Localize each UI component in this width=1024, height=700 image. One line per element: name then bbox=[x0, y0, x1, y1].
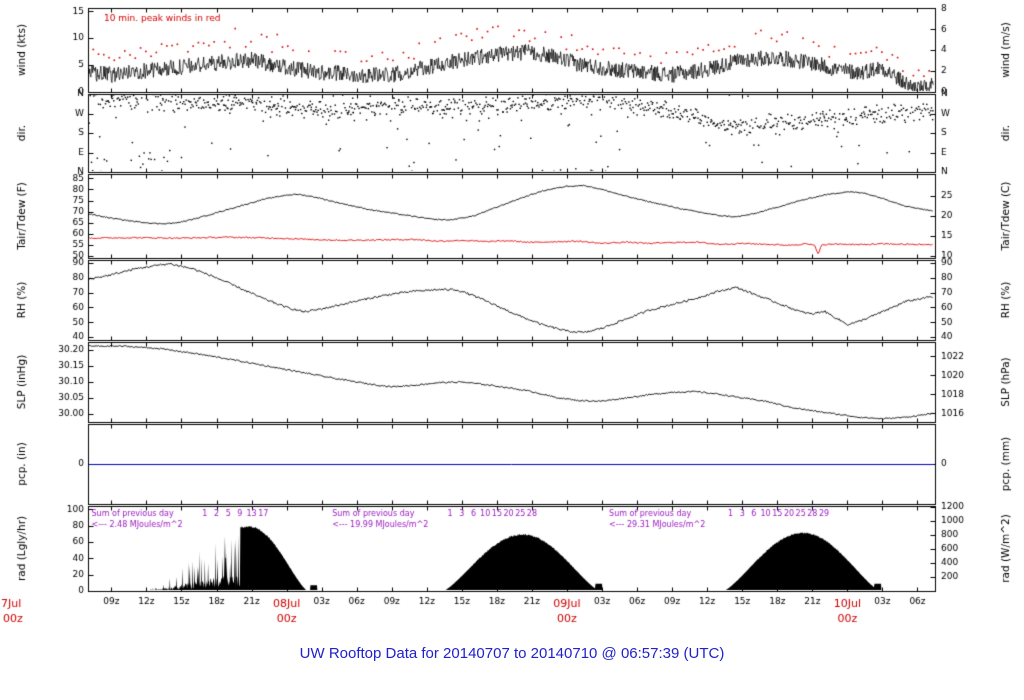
chart-title: UW Rooftop Data for 20140707 to 20140710… bbox=[299, 645, 725, 662]
